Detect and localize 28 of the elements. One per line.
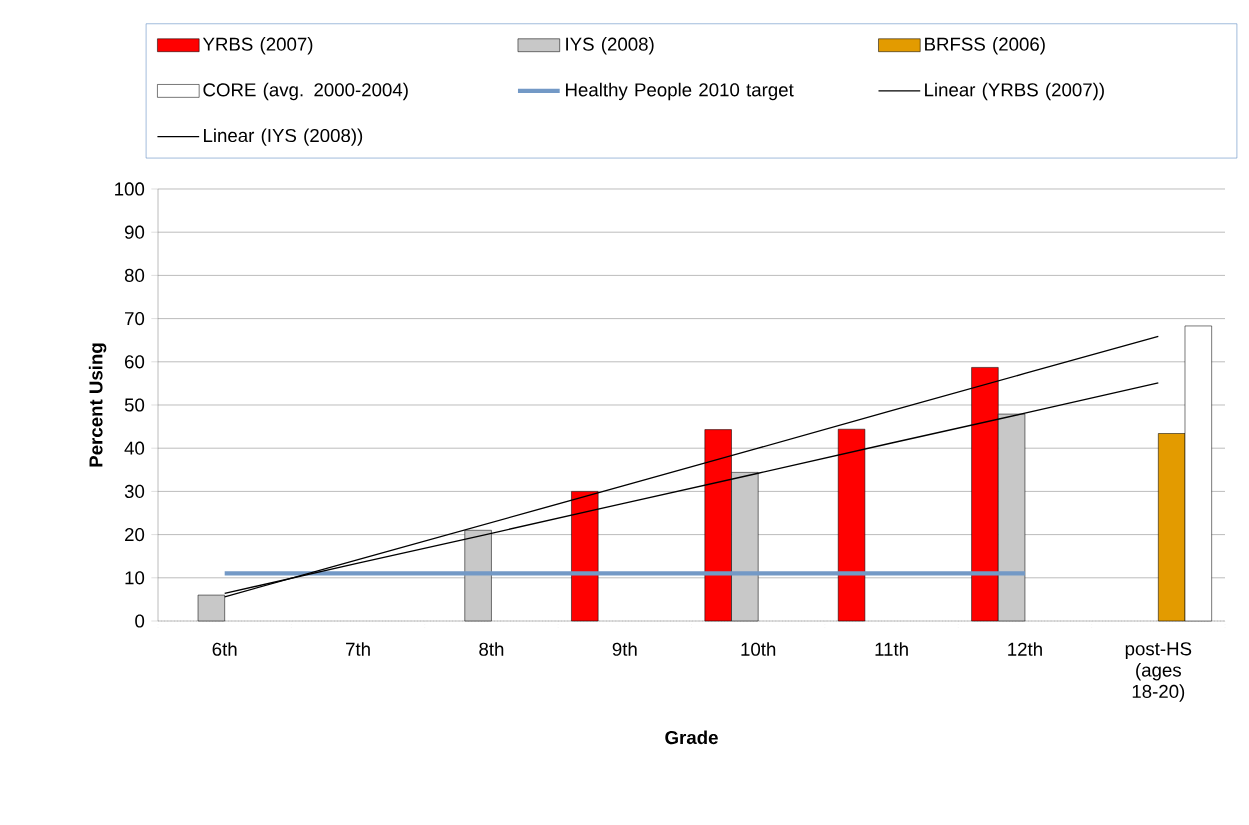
x-tick-label: 7th [346,642,370,656]
legend-label: IYS (2008) [566,37,654,55]
x-tick-label: 9th [612,642,637,656]
y-tick-label: 30 [124,484,145,499]
legend-label: CORE (avg. 2000-2004) [203,82,408,101]
y-tick-label: 50 [124,398,145,412]
y-axis-title: Percent Using [88,343,107,467]
x-tick-label: 8th [479,642,504,656]
y-tick-label: 80 [124,268,145,283]
legend-label: Linear (IYS (2008)) [204,128,363,146]
y-tick-label: 0 [135,614,145,628]
x-tick-label: post-HS (ages 18-20) [1125,642,1192,702]
legend-label: Linear (YRBS (2007)) [925,82,1104,101]
y-tick-label: 60 [125,355,145,369]
y-tick-label: 10 [125,571,145,585]
y-tick-label: 20 [125,527,145,542]
x-axis-title: Grade [665,730,718,745]
x-tick-label: 11th [875,642,908,656]
x-tick-label: 12th [1008,642,1042,656]
x-tick-label: 6th [212,642,237,656]
y-tick-label: 100 [115,182,145,196]
x-tick-label: 10th [741,642,776,656]
legend-label: Healthy People 2010 target [566,82,794,101]
y-tick-label: 40 [124,441,145,455]
legend-label: YRBS (2007) [202,37,313,55]
y-tick-label: 70 [125,311,145,326]
legend-label: BRFSS (2006) [925,37,1045,55]
y-tick-label: 90 [124,225,145,239]
